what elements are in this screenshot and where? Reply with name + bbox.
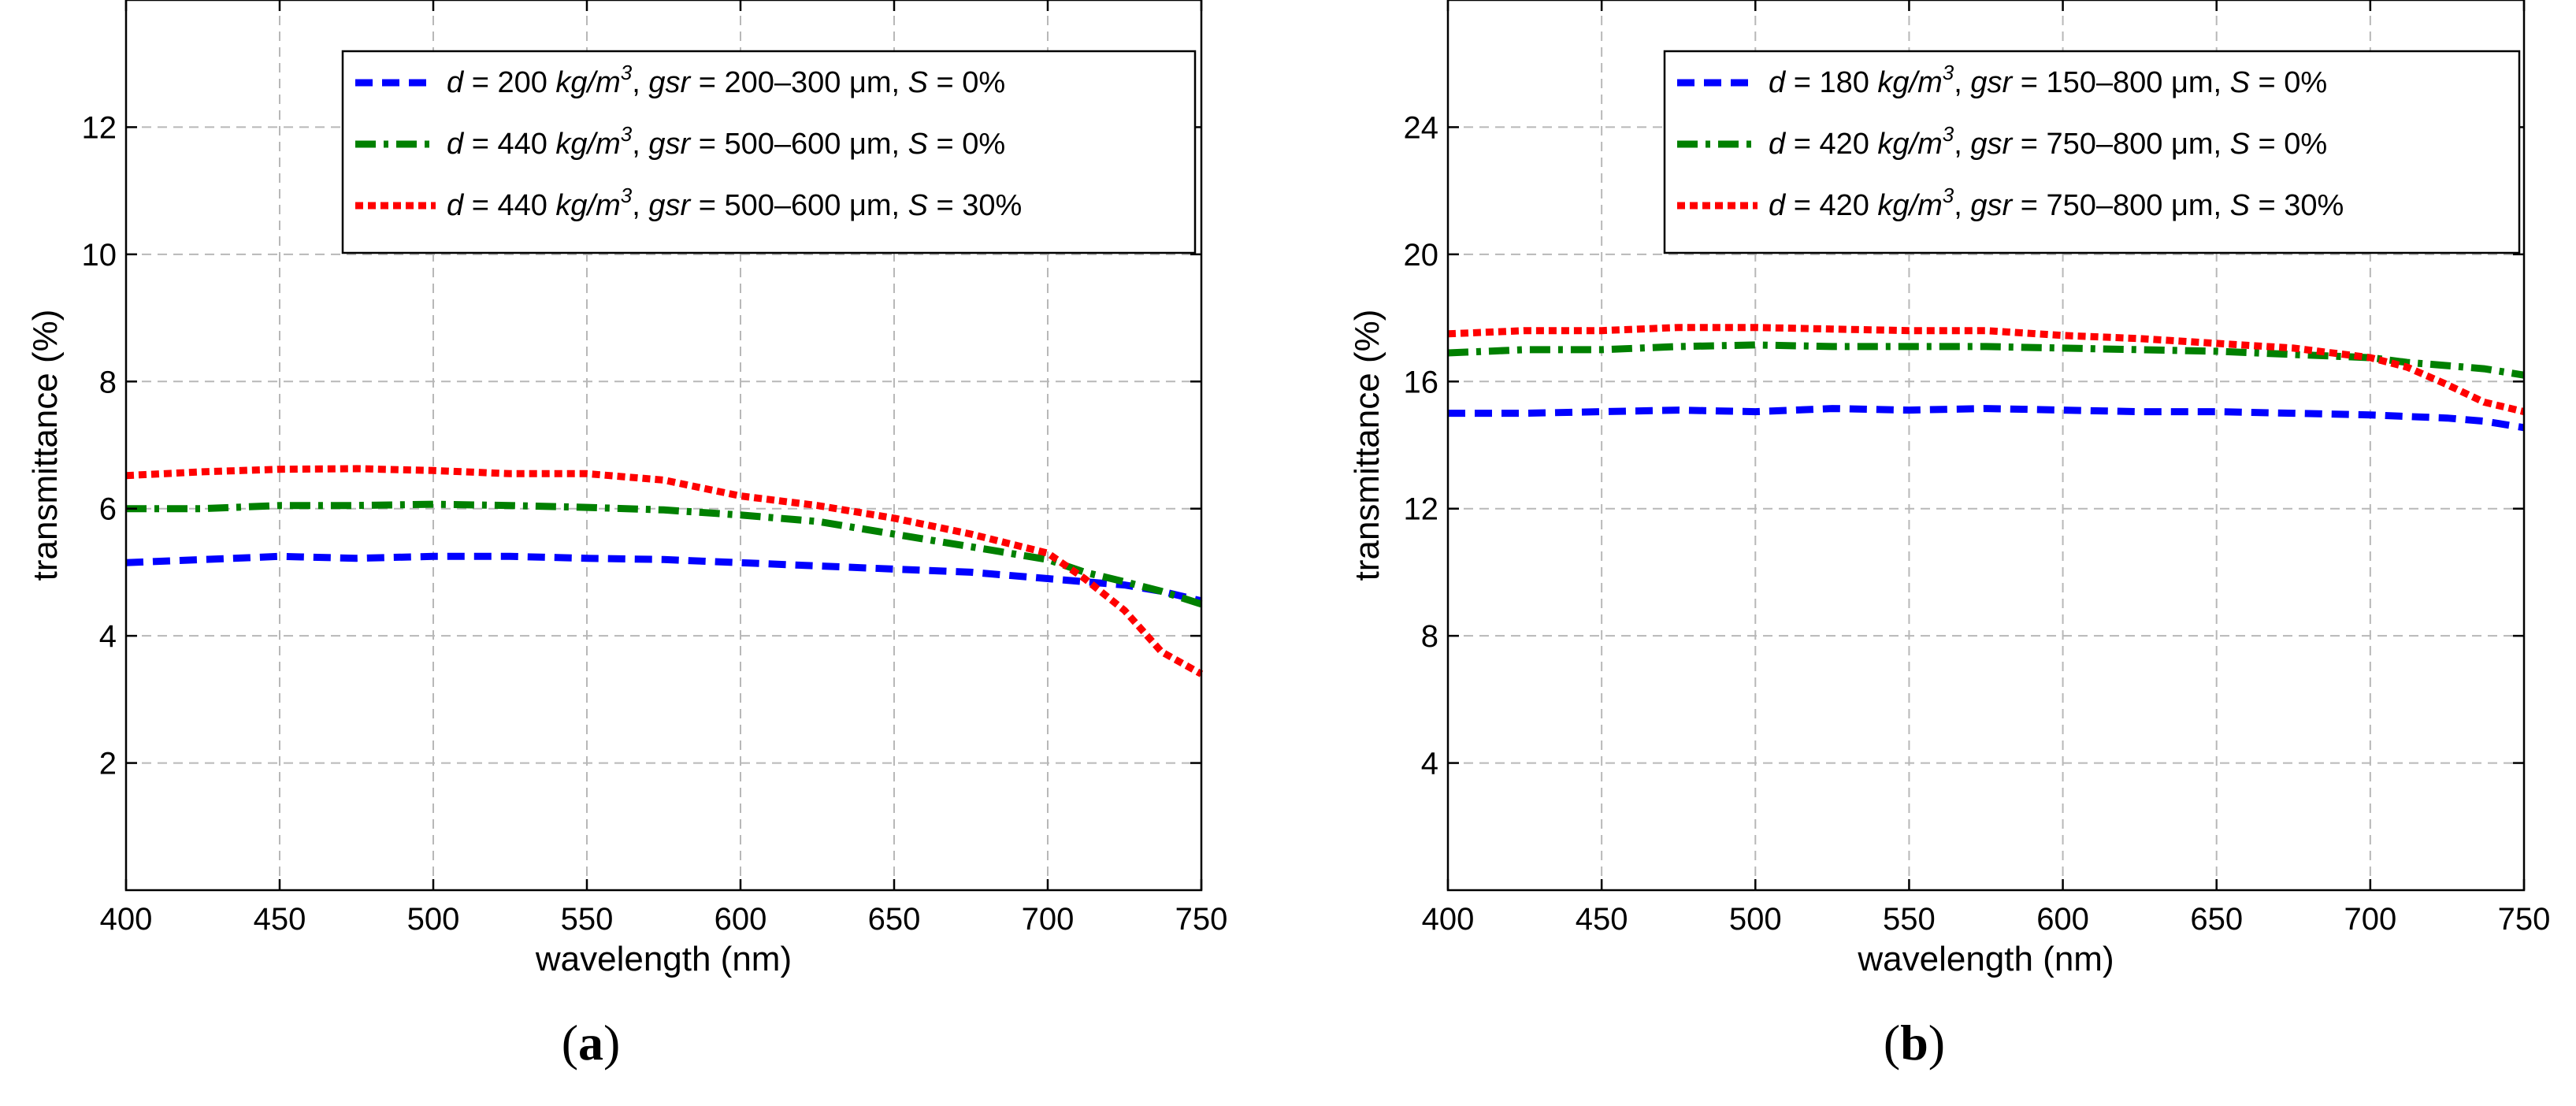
series-line-2 (126, 500, 1203, 608)
y-tick-label: 16 (1404, 365, 1439, 399)
y-tick-label: 8 (99, 365, 117, 399)
y-tick-label: 10 (82, 238, 117, 273)
x-tick-label: 500 (407, 902, 460, 937)
legend-box (1663, 50, 2521, 254)
y-axis-label: transmittance (%) (1348, 310, 1386, 581)
y-tick-label: 6 (99, 492, 117, 527)
legend-label-1: d = 200 kg/m3, gsr = 200–300 μm, S = 0% (447, 61, 1005, 99)
x-tick-label: 450 (1576, 902, 1628, 937)
x-tick-label: 750 (1175, 902, 1228, 937)
x-tick-label: 400 (1422, 902, 1475, 937)
y-tick-label: 8 (1421, 619, 1438, 654)
panel-b: 400 450 500 550 600 650 700 750 4 8 12 16 20 24 wavele… (1348, 0, 2550, 1071)
legend-label-3: d = 440 kg/m3, gsr = 500–600 μm, S = 30% (447, 184, 1022, 222)
y-axis-label: transmittance (%) (26, 310, 65, 581)
axes-frame (1446, 0, 2526, 892)
y-tick-label: 24 (1404, 110, 1439, 145)
series-line-1 (125, 552, 1203, 605)
series-line-2 (1447, 341, 2525, 379)
x-axis-label: wavelength (nm) (535, 940, 792, 978)
x-tick-label: 600 (2036, 902, 2089, 937)
x-tick-label: 650 (2190, 902, 2243, 937)
series-line-3 (1447, 324, 2526, 415)
series-line-1 (1448, 405, 2525, 432)
x-tick-label: 400 (100, 902, 153, 937)
panel-caption: (b) (1884, 1015, 1945, 1071)
axes-frame (124, 0, 1203, 892)
x-tick-label: 450 (254, 902, 306, 937)
series-line-3 (125, 465, 1204, 677)
y-tick-label: 12 (1404, 492, 1439, 527)
x-tick-label: 500 (1729, 902, 1782, 937)
legend-label-2: d = 420 kg/m3, gsr = 750–800 μm, S = 0% (1769, 122, 2327, 161)
panel-caption: (a) (562, 1015, 621, 1071)
x-axis-label: wavelength (nm) (1857, 940, 2114, 978)
legend-label-3: d = 420 kg/m3, gsr = 750–800 μm, S = 30% (1769, 184, 2344, 222)
y-tick-label: 4 (1421, 747, 1438, 781)
panel-a: 400 450 500 550 600 650 700 750 2 4 6 8 10 12 waveleng… (26, 0, 1227, 1071)
legend: d = 200 kg/m3, gsr = 200–300 μm, S = 0% d… (341, 50, 1197, 254)
x-tick-label: 650 (868, 902, 921, 937)
legend-label-1: d = 180 kg/m3, gsr = 150–800 μm, S = 0% (1769, 61, 2327, 99)
y-tick-label: 20 (1404, 238, 1439, 273)
x-tick-label: 750 (2498, 902, 2551, 937)
x-tick-label: 700 (1022, 902, 1075, 937)
x-tick-label: 550 (1883, 902, 1936, 937)
y-tick-label: 12 (82, 110, 117, 145)
legend: d = 180 kg/m3, gsr = 150–800 μm, S = 0% d… (1663, 50, 2521, 254)
legend-box (341, 50, 1197, 254)
y-tick-label: 4 (99, 619, 117, 654)
x-tick-label: 550 (561, 902, 614, 937)
legend-label-2: d = 440 kg/m3, gsr = 500–600 μm, S = 0% (447, 122, 1005, 161)
x-tick-label: 600 (715, 902, 767, 937)
y-tick-label: 2 (99, 747, 117, 781)
x-tick-label: 700 (2344, 902, 2396, 937)
